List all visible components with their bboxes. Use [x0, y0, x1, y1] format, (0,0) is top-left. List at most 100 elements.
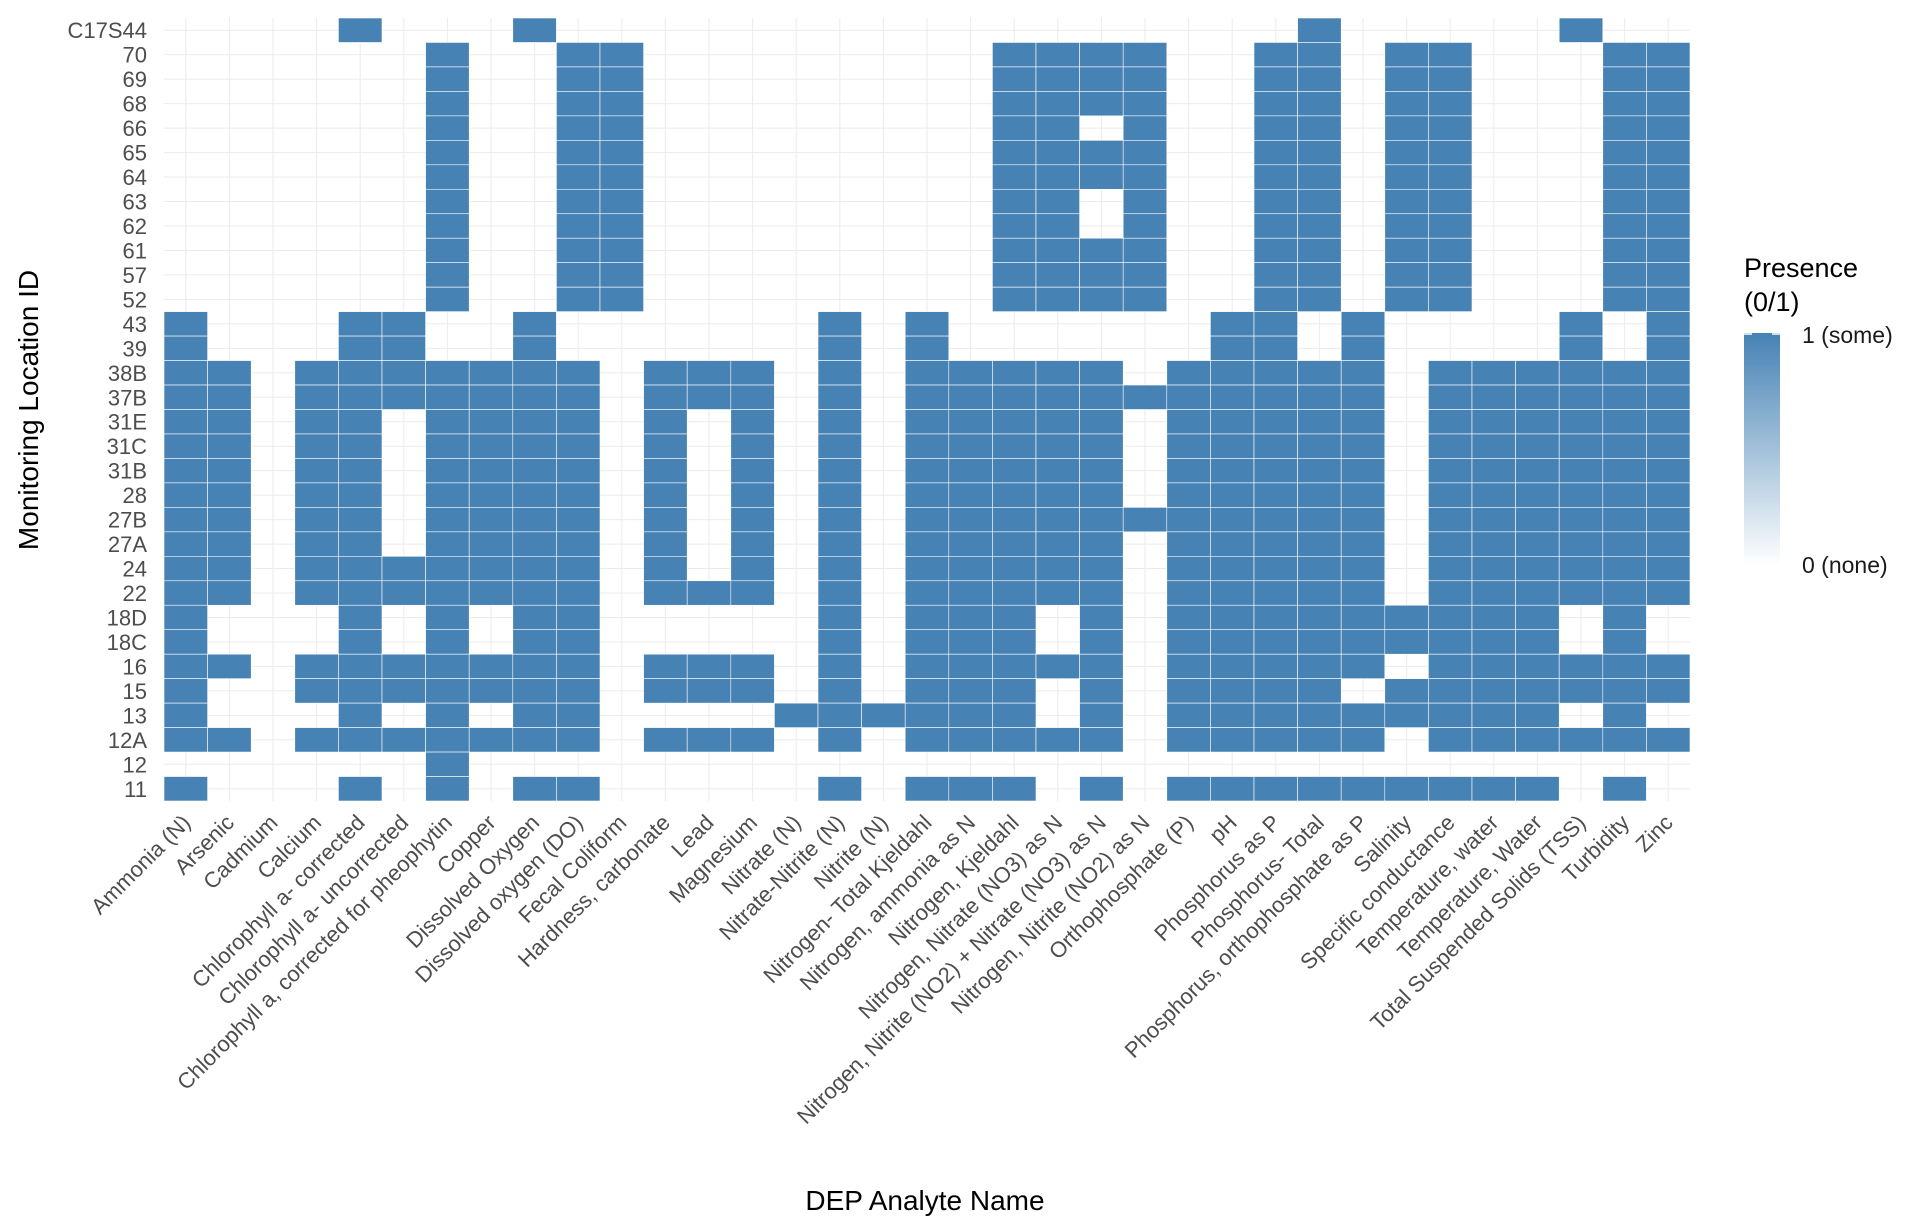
- heatmap-cell: [1384, 115, 1429, 141]
- heatmap-cell: [1166, 482, 1211, 508]
- heatmap-cell: [207, 653, 252, 679]
- heatmap-cell: [338, 409, 383, 435]
- y-tick-label: 24: [123, 557, 147, 582]
- heatmap-cell: [163, 409, 208, 435]
- heatmap-cell: [1210, 409, 1255, 435]
- heatmap-cell: [948, 556, 993, 582]
- heatmap-cell: [1297, 188, 1342, 215]
- heatmap-cell: [904, 458, 950, 484]
- heatmap-cell: [1646, 286, 1691, 312]
- heatmap-cell: [163, 458, 208, 484]
- heatmap-cell: [1558, 580, 1604, 606]
- heatmap-cell: [512, 629, 557, 655]
- heatmap-cell: [338, 702, 383, 728]
- heatmap-cell: [1166, 360, 1211, 386]
- heatmap-cell: [1122, 262, 1168, 288]
- heatmap-cell: [1646, 482, 1691, 508]
- heatmap-cell: [425, 188, 470, 215]
- heatmap-cell: [1471, 556, 1516, 582]
- heatmap-cell: [992, 91, 1037, 117]
- heatmap-cell: [1253, 213, 1298, 239]
- heatmap-cell: [1210, 653, 1255, 679]
- heatmap-cell: [1079, 237, 1124, 263]
- heatmap-cell: [948, 727, 993, 753]
- heatmap-cell: [556, 678, 601, 704]
- heatmap-cell: [1602, 678, 1647, 704]
- heatmap-cell: [992, 213, 1037, 239]
- heatmap-cell: [425, 727, 470, 753]
- heatmap-cell: [556, 702, 601, 728]
- heatmap-cell: [381, 678, 426, 704]
- heatmap-cell: [1297, 91, 1342, 117]
- heatmap-cell: [1079, 409, 1124, 435]
- heatmap-cell: [1428, 556, 1473, 582]
- heatmap-cell: [1428, 507, 1473, 533]
- heatmap-cell: [1428, 188, 1473, 215]
- y-tick-label: 52: [123, 287, 147, 312]
- heatmap-cell: [1122, 115, 1168, 141]
- heatmap-cell: [556, 653, 601, 679]
- heatmap-cell: [1297, 556, 1342, 582]
- heatmap-cell: [1340, 727, 1386, 753]
- heatmap-cell: [512, 653, 557, 679]
- heatmap-cell: [730, 482, 775, 508]
- heatmap-cell: [948, 360, 993, 386]
- heatmap-cell: [1646, 91, 1691, 117]
- heatmap-cell: [599, 286, 644, 312]
- heatmap-cell: [1297, 164, 1342, 190]
- heatmap-cell: [948, 604, 993, 631]
- heatmap-cell: [1602, 188, 1647, 215]
- heatmap-cell: [1297, 727, 1342, 753]
- heatmap-cell: [730, 727, 775, 753]
- heatmap-cell: [1602, 531, 1647, 557]
- heatmap-cell: [992, 458, 1037, 484]
- heatmap-cell: [1035, 42, 1080, 68]
- y-tick-label: 63: [123, 190, 147, 215]
- heatmap-cell: [599, 237, 644, 263]
- heatmap-cell: [556, 140, 601, 166]
- heatmap-cell: [1297, 531, 1342, 557]
- heatmap-cell: [599, 42, 644, 68]
- heatmap-cell: [774, 702, 819, 728]
- heatmap-cell: [1602, 604, 1647, 631]
- heatmap-cell: [992, 482, 1037, 508]
- heatmap-cell: [512, 458, 557, 484]
- heatmap-cell: [1340, 360, 1386, 386]
- heatmap-cell: [1297, 458, 1342, 484]
- heatmap-cell: [1122, 384, 1168, 410]
- heatmap-cell: [817, 629, 862, 655]
- heatmap-cell: [1515, 653, 1560, 679]
- heatmap-cell: [904, 678, 950, 704]
- heatmap-cell: [1558, 335, 1604, 361]
- heatmap-cell: [338, 556, 383, 582]
- heatmap-cell: [1471, 629, 1516, 655]
- heatmap-cell: [1471, 409, 1516, 435]
- heatmap-cell: [992, 433, 1037, 459]
- heatmap-cell: [1166, 433, 1211, 459]
- heatmap-cell: [1297, 629, 1342, 655]
- heatmap-cell: [992, 409, 1037, 435]
- heatmap-cell: [294, 556, 339, 582]
- heatmap-cell: [468, 360, 514, 386]
- heatmap-cell: [948, 507, 993, 533]
- heatmap-cell: [294, 384, 339, 410]
- heatmap-cell: [1428, 91, 1473, 117]
- heatmap-cell: [1297, 140, 1342, 166]
- heatmap-cell: [1122, 213, 1168, 239]
- heatmap-cell: [556, 580, 601, 606]
- heatmap-cell: [1384, 286, 1429, 312]
- heatmap-cell: [1253, 140, 1298, 166]
- legend-title-line2: (0/1): [1744, 287, 1800, 317]
- heatmap-cell: [1384, 237, 1429, 263]
- heatmap-cell: [1035, 507, 1080, 533]
- heatmap-cell: [294, 678, 339, 704]
- y-tick-label: 28: [123, 483, 147, 508]
- heatmap-cell: [1384, 262, 1429, 288]
- heatmap-cell: [381, 335, 426, 361]
- heatmap-cell: [1297, 482, 1342, 508]
- y-tick-label: 31B: [108, 459, 147, 484]
- heatmap-cell: [163, 482, 208, 508]
- y-tick-label: 27B: [108, 508, 147, 533]
- heatmap-cell: [1515, 409, 1560, 435]
- heatmap-cell: [1384, 776, 1429, 802]
